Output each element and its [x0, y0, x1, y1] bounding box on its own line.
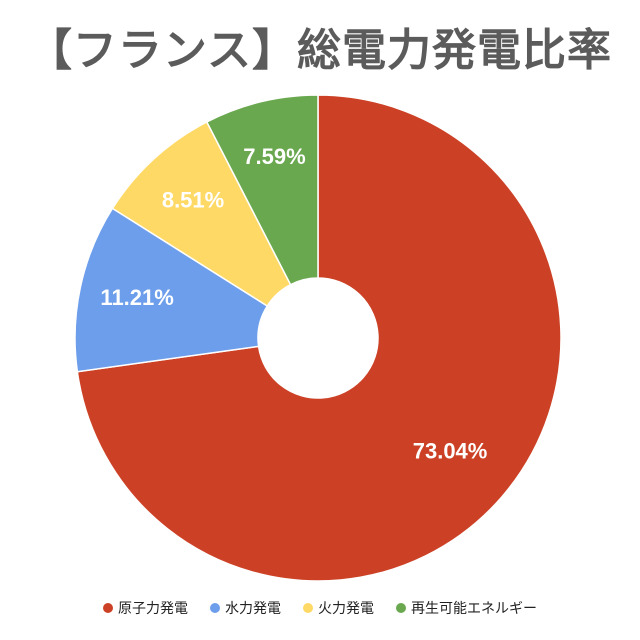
legend-item-nuclear: 原子力発電	[103, 598, 188, 618]
chart-legend: 原子力発電 水力発電 火力発電 再生可能エネルギー	[0, 598, 640, 618]
legend-item-hydro: 水力発電	[210, 598, 281, 618]
slice-nuclear	[76, 94, 562, 582]
legend-label: 再生可能エネルギー	[411, 601, 537, 617]
legend-item-renewable: 再生可能エネルギー	[396, 598, 537, 618]
slice-hydro	[74, 207, 269, 373]
slice-renewable	[205, 94, 319, 286]
legend-swatch	[210, 603, 220, 613]
data-label-thermal: 8.51%	[162, 187, 224, 212]
legend-label: 火力発電	[318, 601, 374, 617]
data-label-renewable: 7.59%	[243, 144, 305, 169]
legend-swatch	[396, 603, 406, 613]
legend-label: 水力発電	[225, 601, 281, 617]
legend-swatch	[103, 603, 113, 613]
chart-title: 【フランス】総電力発電比率	[27, 25, 613, 76]
legend-swatch	[303, 603, 313, 613]
data-label-nuclear: 73.04%	[413, 439, 488, 464]
data-label-hydro: 11.21%	[100, 285, 173, 310]
legend-label: 原子力発電	[118, 601, 188, 617]
legend-item-thermal: 火力発電	[303, 598, 374, 618]
slice-thermal	[111, 120, 292, 308]
